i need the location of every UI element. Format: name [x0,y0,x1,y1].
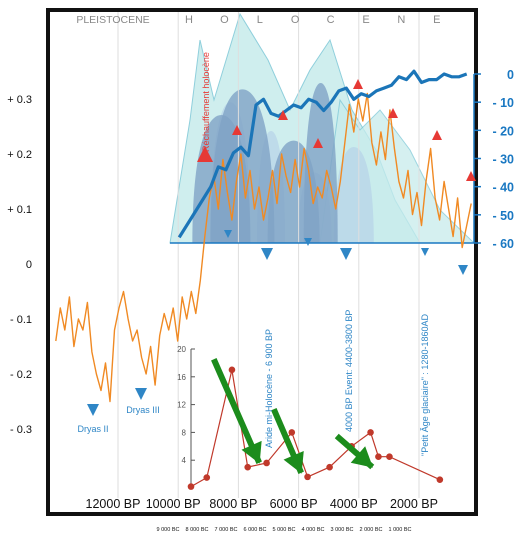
marker-dryas-iii [135,388,147,400]
marker-small-1 [224,230,232,238]
inset-point-3 [244,463,251,471]
annot-aride: Aride mi-Holocène - 6 900 BP [264,329,274,448]
left-tick-3: 0 [26,259,32,271]
x-tick-0: 12000 BP [86,497,141,511]
marker-warm-6 [432,130,442,140]
left-tick-1: + 0.2 [7,149,32,161]
left-tick-2: + 0.1 [7,204,32,216]
peak-7 [303,83,338,243]
bc-tick-7: 2 000 BC [360,527,383,533]
inset-point-2 [228,366,236,374]
green-arrow-3-head [350,446,374,468]
label-holocene-7: E [433,14,440,26]
label-holocene-2: L [257,14,263,26]
marker-warm-5 [388,108,398,118]
label-holocene-4: C [327,14,335,26]
inset-point-6 [304,473,311,481]
right-tick-6: - 60 [492,237,514,251]
inset-point-0 [187,483,195,490]
x-tick-1: 10000 BP [146,497,201,511]
label-holocene-0: H [185,14,193,26]
right-tick-4: - 40 [492,181,514,195]
inset-tick-label-3: 8 [182,428,187,437]
left-tick-0: + 0.3 [7,94,32,106]
right-tick-0: 0 [507,68,514,82]
inset-tick-label-1: 16 [177,373,186,382]
x-tick-5: 2000 BP [390,497,438,511]
annot-dryas-iii: Dryas III [126,405,160,415]
cold-event-markers [87,79,476,474]
inset-chart: 20 16 12 8 4 [177,345,444,490]
green-arrow-2-head [283,450,304,474]
sea-level-line [177,69,468,239]
label-holocene-1: O [220,14,229,26]
right-tick-5: - 50 [492,209,514,223]
marker-warm-1 [232,125,242,135]
inset-point-7 [326,463,333,471]
label-holocene-3: O [291,14,300,26]
annot-petit-age: "Petit Âge glaciaire" : 1280-1860AD [420,314,430,456]
inset-point-1 [203,474,211,481]
inset-tick-label-2: 12 [177,401,186,410]
bc-tick-3: 6 000 BC [244,527,267,533]
chart-labels: PLEISTOCENE H O L O C E N E + 0.3 + 0.2 + 0.1 0 - 0.1… [7,14,514,533]
marker-warm-3 [313,138,323,148]
inset-tick-label-0: 20 [177,345,186,354]
marker-warm-2 [278,110,288,120]
green-arrow-1-head [241,440,262,464]
bc-tick-2: 7 000 BC [215,527,238,533]
inset-point-12 [436,476,444,483]
annot-dryas-ii: Dryas II [77,424,108,434]
marker-dryas-ii [87,404,99,416]
bc-tick-4: 5 000 BC [273,527,296,533]
bc-tick-5: 4 000 BC [302,527,325,533]
left-tick-5: - 0.2 [10,369,32,381]
inset-tick-label-4: 4 [182,456,187,465]
sea-level-curve [177,69,468,239]
x-tick-2: 8000 BP [209,497,257,511]
label-holocene-6: N [397,14,405,26]
peak-3 [333,147,374,243]
grid-layer [117,12,475,498]
marker-small-3 [421,248,429,256]
right-tick-1: - 10 [492,96,514,110]
x-tick-3: 6000 BP [270,497,318,511]
right-tick-2: - 20 [492,124,514,138]
bc-tick-0: 9 000 BC [157,527,180,533]
marker-cold-2 [340,248,352,260]
marker-warm-4 [353,79,363,89]
bc-tick-1: 8 000 BC [186,527,209,533]
inset-point-4 [263,459,270,467]
x-tick-4: 4000 BP [330,497,378,511]
bc-tick-6: 3 000 BC [331,527,354,533]
inset-point-11 [386,453,393,461]
inset-point-9 [367,429,374,436]
marker-warm-7 [466,171,476,181]
left-tick-6: - 0.3 [10,424,32,436]
marker-small-2 [304,238,312,246]
label-holocene-5: E [362,14,369,26]
green-arrow-1-shaft [211,358,262,464]
inset-point-10 [375,453,382,461]
temperature-curve [55,92,472,403]
temperature-line [55,92,472,403]
left-tick-4: - 0.1 [10,314,32,326]
right-tick-3: - 30 [492,153,514,167]
marker-cold-3 [458,265,468,275]
bc-tick-8: 1 000 BC [389,527,412,533]
marker-cold-1 [261,248,273,260]
marker-warm-big [197,146,213,162]
annot-rechauffement: Réchauffement holocène [201,52,211,152]
label-pleistocene: PLEISTOCENE [76,14,149,26]
inset-point-5 [288,429,296,436]
annot-event-4000: 4000 BP Event: 4400-3800 BP [344,310,354,432]
